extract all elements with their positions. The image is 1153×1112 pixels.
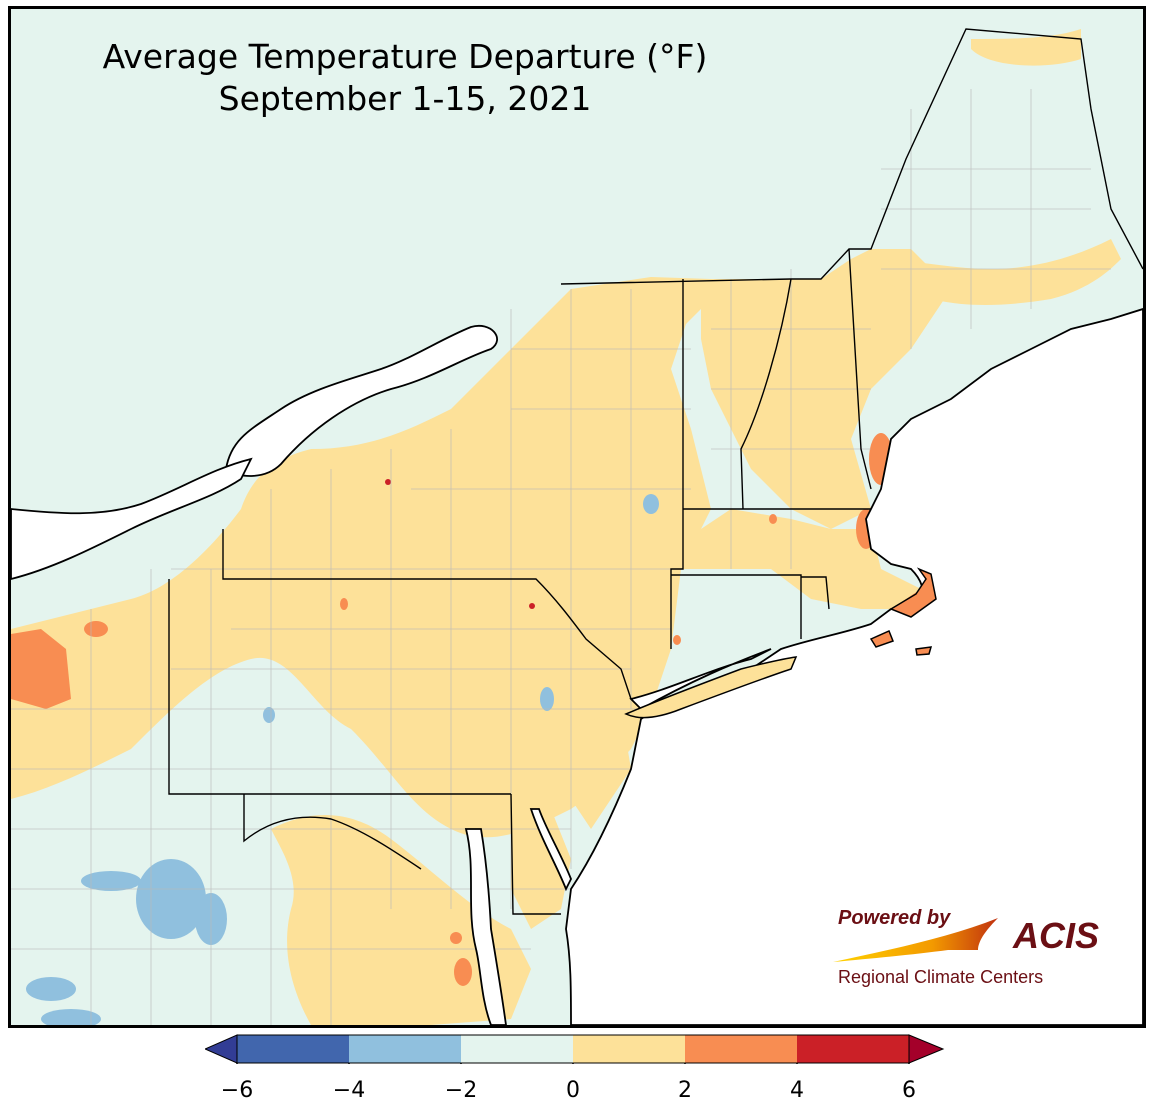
acis-logo: Powered by ACIS Regional Climate Centers <box>833 907 1099 987</box>
delaware-bay <box>529 808 572 892</box>
colorbar-tick-label: 4 <box>790 1078 804 1103</box>
map-title: Average Temperature Departure (°F) <box>102 37 708 76</box>
map-frame <box>8 6 1146 1028</box>
long-island <box>624 656 798 719</box>
lake-erie <box>11 457 253 580</box>
county-lines <box>11 89 1143 1025</box>
logo-tagline: Regional Climate Centers <box>838 967 1043 987</box>
colorbar-tick-label: 6 <box>902 1078 916 1103</box>
chesapeake-bay <box>464 828 507 1025</box>
map-subtitle-date-range: September 1-15, 2021 <box>218 79 592 118</box>
colorbar-tick-label: 2 <box>678 1078 692 1103</box>
colorbar-over-arrow <box>908 1034 945 1064</box>
cape-cod <box>889 567 937 618</box>
water-bodies <box>11 308 1143 1025</box>
zone-4-to-6 <box>385 479 535 609</box>
colorbar-tick-label: −6 <box>220 1078 254 1103</box>
long-island-sound <box>629 648 772 711</box>
state-borders <box>168 28 1143 915</box>
zone-neg4-to-neg2 <box>26 494 659 1025</box>
logo-swoosh-icon <box>833 918 998 962</box>
lake-ontario <box>225 324 498 477</box>
temperature-departure-map <box>11 9 1143 1025</box>
marthas-vineyard <box>869 629 894 648</box>
colorbar-bin <box>237 1035 349 1063</box>
colorbar-bin <box>349 1035 461 1063</box>
colorbar-bin <box>685 1035 797 1063</box>
colorbar-bin <box>573 1035 685 1063</box>
colorbar-bin <box>797 1035 909 1063</box>
colorbar-tick-label: −2 <box>444 1078 478 1103</box>
logo-acis: ACIS <box>1012 915 1099 956</box>
colorbar-bin <box>461 1035 573 1063</box>
coastal-islands <box>624 567 937 719</box>
nantucket <box>915 646 933 656</box>
colorbar-tick-label: 0 <box>566 1078 580 1103</box>
colorbar-tick-label: −4 <box>332 1078 366 1103</box>
colorbar-under-arrow <box>205 1034 238 1064</box>
colorbar-legend <box>205 1034 945 1064</box>
logo-powered-by: Powered by <box>838 907 951 929</box>
